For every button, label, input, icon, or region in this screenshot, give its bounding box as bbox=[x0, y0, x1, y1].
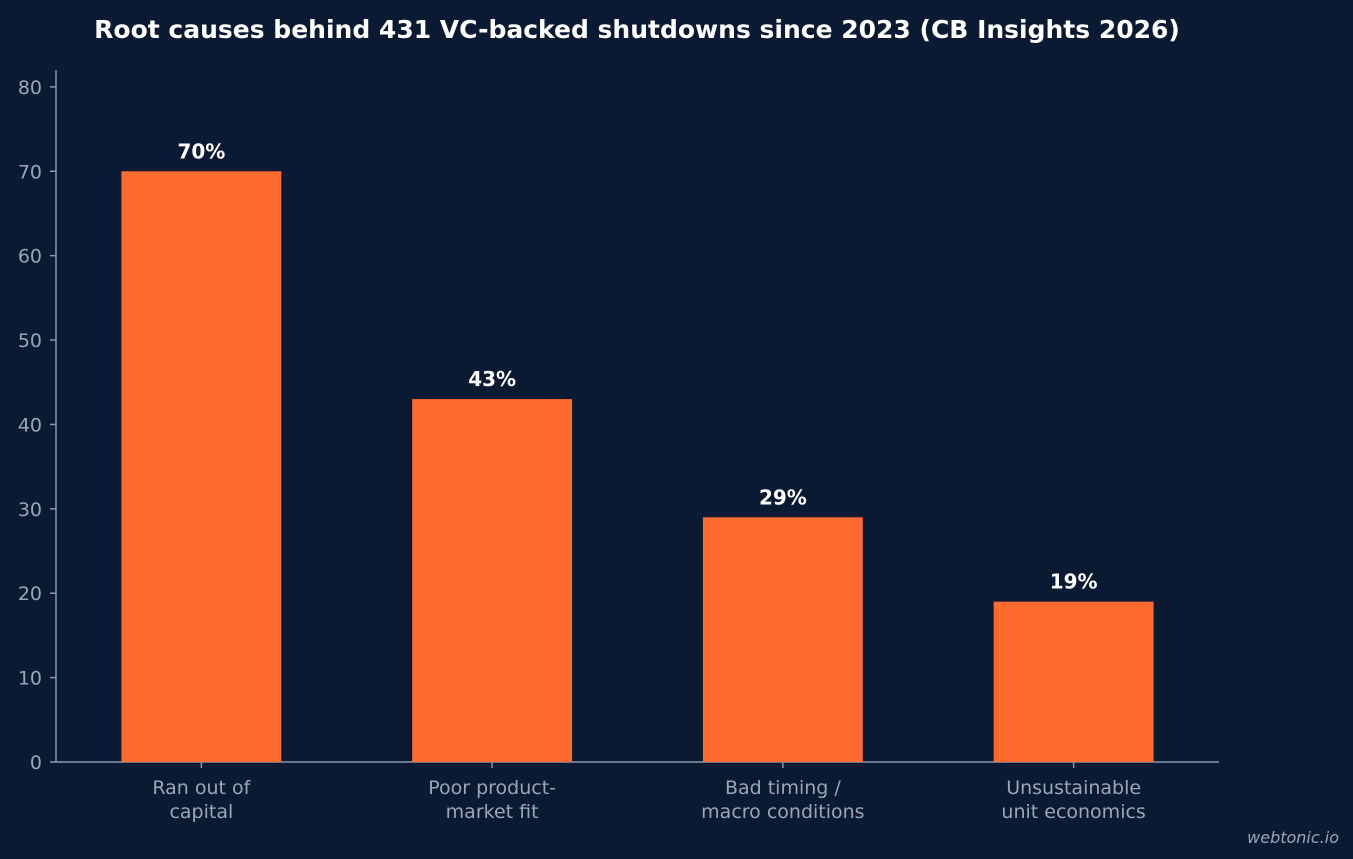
bar bbox=[121, 171, 282, 762]
bar bbox=[702, 517, 863, 762]
data-label: 43% bbox=[468, 367, 516, 391]
x-tick-label: Unsustainable unit economics bbox=[1001, 777, 1145, 823]
bars bbox=[121, 171, 1154, 762]
y-tick-label: 0 bbox=[30, 752, 42, 774]
data-label: 19% bbox=[1050, 570, 1098, 594]
y-axis: 0 10 20 30 40 50 60 70 80 bbox=[18, 70, 57, 774]
bar bbox=[412, 399, 573, 762]
y-tick-label: 20 bbox=[18, 583, 42, 605]
x-axis bbox=[56, 761, 1219, 768]
y-tick-label: 60 bbox=[18, 246, 42, 268]
data-label: 29% bbox=[759, 485, 807, 509]
data-labels: 70% 43% 29% 19% bbox=[177, 139, 1097, 593]
x-tick-label: Ran out of capital bbox=[152, 777, 251, 823]
watermark: webtonic.io bbox=[1247, 828, 1339, 847]
data-label: 70% bbox=[177, 139, 225, 163]
y-tick-label: 30 bbox=[18, 499, 42, 521]
x-tick-label: Bad timing / macro conditions bbox=[701, 777, 864, 823]
y-tick-label: 50 bbox=[18, 330, 42, 352]
bar bbox=[993, 601, 1154, 762]
chart-title: Root causes behind 431 VC-backed shutdow… bbox=[94, 15, 1180, 44]
y-tick-label: 70 bbox=[18, 161, 42, 183]
x-tick-label: Poor product-market fit bbox=[428, 777, 556, 823]
y-tick-label: 40 bbox=[18, 414, 42, 436]
y-tick-label: 10 bbox=[18, 668, 42, 690]
category-labels: Ran out of capital Poor product-market fit… bbox=[152, 777, 1145, 823]
y-tick-label: 80 bbox=[18, 77, 42, 99]
